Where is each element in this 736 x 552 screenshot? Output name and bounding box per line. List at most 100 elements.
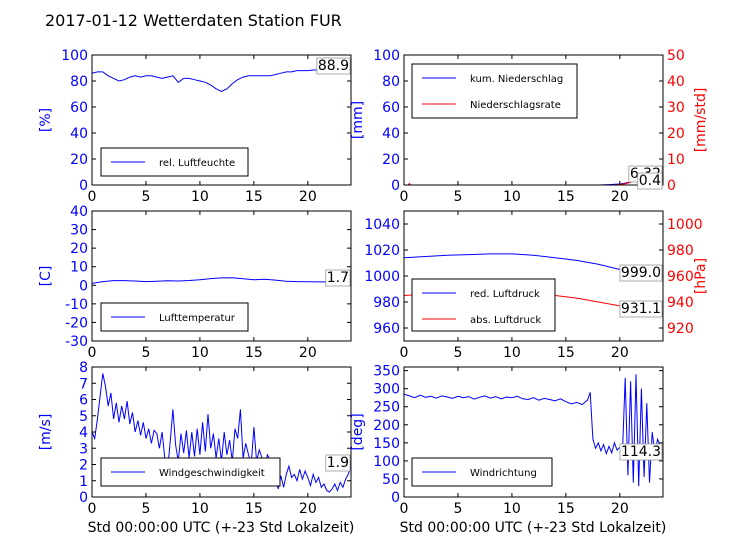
x-tick-label: 5 xyxy=(141,345,150,361)
x-tick-label: 5 xyxy=(453,345,462,361)
x-tick-label: 0 xyxy=(400,189,409,205)
x-tick-label: 20 xyxy=(611,345,629,361)
y-tick-label: -20 xyxy=(65,315,88,331)
y-tick-label: -10 xyxy=(65,297,88,313)
value-annotation: 999.0 xyxy=(621,265,661,281)
y-tick-label: 1000 xyxy=(364,269,400,285)
y-tick-label: 40 xyxy=(382,126,400,142)
y-tick-label: 0 xyxy=(79,278,88,294)
x-tick-label: 10 xyxy=(191,345,209,361)
plot-frame xyxy=(403,366,664,498)
panel-precipitation: 0 5 10 15 20 0 20 40 60 80 100 [mm] 0 10 20 30 40 50 [mm/s… xyxy=(350,48,709,205)
x-tick-label: 10 xyxy=(191,189,209,205)
y-tick-label: 1040 xyxy=(364,217,400,233)
value-annotation-box xyxy=(619,264,663,282)
legend-label: rel. Luftfeuchte xyxy=(159,158,235,169)
legend-box xyxy=(411,278,556,332)
y-right-tick-label: 30 xyxy=(667,100,685,116)
y-tick-label: 4 xyxy=(79,425,88,441)
y-tick-label: 10 xyxy=(70,260,88,276)
x-tick-label: 10 xyxy=(191,501,209,517)
y-right-tick-label: 940 xyxy=(667,295,694,311)
y-tick-label: 100 xyxy=(373,454,400,470)
y-tick-label: 3 xyxy=(79,441,88,457)
value-annotation: 0.4 xyxy=(639,173,661,189)
value-annotation: 1.7 xyxy=(327,270,349,286)
y-tick-label: 100 xyxy=(373,48,400,64)
value-annotation-box xyxy=(637,172,663,190)
x-tick-label: 20 xyxy=(299,189,317,205)
y-right-tick-label: 10 xyxy=(667,152,685,168)
value-annotation-box xyxy=(316,57,351,75)
legend-box xyxy=(411,63,578,119)
y-tick-label: 80 xyxy=(382,74,400,90)
x-tick-label: 10 xyxy=(503,189,521,205)
panel-humidity: 0 5 10 15 20 0 20 40 60 80 100 [%] rel. Luftfeuchte 8… xyxy=(38,48,352,205)
y-tick-label: 30 xyxy=(70,223,88,239)
x-tick-label: 15 xyxy=(245,501,263,517)
legend-label: Lufttemperatur xyxy=(159,313,236,324)
y-right-tick-label: 920 xyxy=(667,321,694,337)
x-axis-label-right: Std 00:00:00 UTC (+-23 Std Lokalzeit) xyxy=(400,520,667,536)
y-tick-label: -30 xyxy=(65,334,88,350)
y-right-tick-label: 20 xyxy=(667,126,685,142)
y-tick-label: 350 xyxy=(373,364,400,380)
x-tick-label: 20 xyxy=(299,345,317,361)
y-right-tick-label: 1000 xyxy=(667,217,703,233)
x-tick-label: 20 xyxy=(299,501,317,517)
value-annotation-box xyxy=(619,300,663,318)
x-tick-label: 20 xyxy=(611,189,629,205)
value-annotation: 1.9 xyxy=(327,455,349,471)
legend-label: Windrichtung xyxy=(470,468,537,479)
y-axis-label: [m/s] xyxy=(38,414,54,451)
x-tick-label: 0 xyxy=(400,345,409,361)
legend-label: Windgeschwindigkeit xyxy=(159,468,265,479)
x-tick-label: 15 xyxy=(557,501,575,517)
y-tick-label: 40 xyxy=(70,126,88,142)
x-tick-label: 0 xyxy=(88,189,97,205)
value-annotation: 931.1 xyxy=(621,301,661,317)
y-tick-label: 2 xyxy=(79,458,88,474)
panel-windspeed: 0 5 10 15 20012345678[m/s]Windgeschwindigkei… xyxy=(38,360,352,517)
x-axis-label-left: Std 00:00:00 UTC (+-23 Std Lokalzeit) xyxy=(88,520,355,536)
x-tick-label: 15 xyxy=(557,189,575,205)
y-tick-label: 8 xyxy=(79,360,88,376)
y-tick-label: 200 xyxy=(373,418,400,434)
y-tick-label: 20 xyxy=(70,152,88,168)
x-tick-label: 15 xyxy=(557,345,575,361)
legend-label: abs. Luftdruck xyxy=(470,315,541,326)
panel-temperature: 0 5 10 15 20 -30 -20 -10 0 10 20 30 40 [C] Lufttempera… xyxy=(38,204,352,361)
y-axis-label: [mm] xyxy=(350,101,366,139)
y-tick-label: 60 xyxy=(70,100,88,116)
x-tick-label: 10 xyxy=(503,345,521,361)
series-line-winddirection-0 xyxy=(404,374,663,487)
series-line-humidity-0 xyxy=(92,68,351,92)
value-annotation: 114.3 xyxy=(621,444,661,460)
legend-label: kum. Niederschlag xyxy=(470,74,563,85)
y-axis-label: [deg] xyxy=(350,413,366,450)
y-tick-label: 40 xyxy=(70,204,88,220)
x-tick-label: 20 xyxy=(611,501,629,517)
y-tick-label: 1020 xyxy=(364,243,400,259)
y-tick-label: 0 xyxy=(391,178,400,194)
value-annotation: 88.9 xyxy=(318,58,349,74)
x-tick-label: 5 xyxy=(141,501,150,517)
value-annotation-box xyxy=(619,443,663,461)
value-annotation-box xyxy=(325,454,351,472)
panel-pressure: 0 5 10 15 20 960 980 1000 1020 1040 920 940 960 980 10… xyxy=(364,210,709,361)
x-tick-label: 5 xyxy=(453,189,462,205)
y-tick-label: 100 xyxy=(61,48,88,64)
y-tick-label: 0 xyxy=(391,490,400,506)
y-tick-label: 150 xyxy=(373,436,400,452)
legend-label: red. Luftdruck xyxy=(470,289,540,300)
legend-label: Niederschlagsrate xyxy=(470,100,561,111)
y-tick-label: 50 xyxy=(382,472,400,488)
plot-frame xyxy=(91,54,352,186)
y-tick-label: 7 xyxy=(79,376,88,392)
y-right-tick-label: 0 xyxy=(667,178,676,194)
series-line-temperature-0 xyxy=(92,277,351,284)
y-tick-label: 250 xyxy=(373,400,400,416)
figure-title: 2017-01-12 Wetterdaten Station FUR xyxy=(45,11,342,30)
y-right-tick-label: 50 xyxy=(667,48,685,64)
